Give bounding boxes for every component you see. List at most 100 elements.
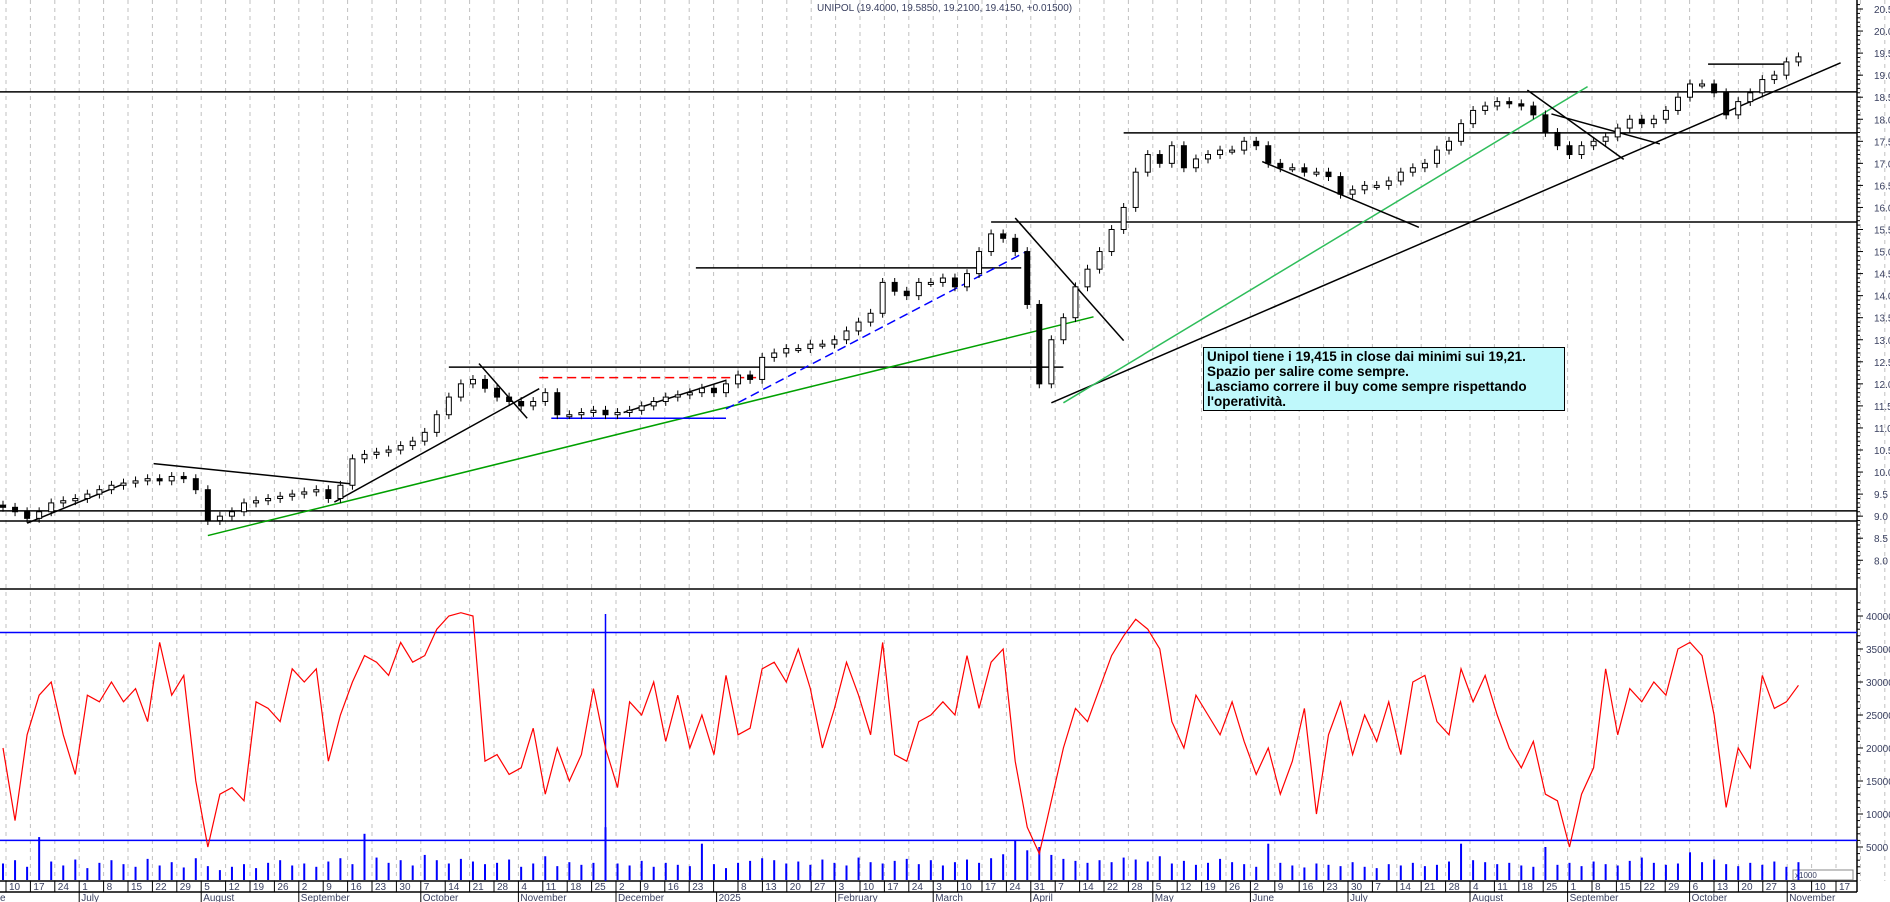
candle-body [903, 290, 910, 297]
week-label: 22 [155, 882, 167, 893]
trendline [1063, 85, 1588, 404]
candle-body [1012, 237, 1019, 253]
candle-body [1144, 154, 1151, 173]
y-tick-label: 20.0 [1874, 27, 1890, 38]
y-tick-label: 20.5 [1874, 5, 1890, 16]
candle-body [1253, 140, 1260, 147]
week-label: 4 [1473, 882, 1479, 893]
candle-body [168, 475, 175, 482]
month-label: e [0, 893, 6, 902]
candle-body [325, 489, 332, 500]
candle-body [1602, 136, 1609, 142]
candle-body [421, 431, 428, 442]
candle-body [1156, 154, 1163, 164]
candle-body [1337, 176, 1344, 195]
week-label: 5 [1156, 882, 1162, 893]
trendline [1014, 217, 1125, 342]
week-label: 14 [1083, 882, 1095, 893]
candle-body [1349, 189, 1356, 195]
candle-body [60, 500, 67, 504]
candle-body [1265, 145, 1272, 164]
week-label: 10 [863, 882, 875, 893]
candle-body [1301, 167, 1308, 173]
week-label: 14 [448, 882, 460, 893]
candle-body [1650, 118, 1657, 125]
candle-body [1542, 114, 1549, 133]
candle-body [1735, 101, 1742, 116]
week-label: 3 [1790, 882, 1796, 893]
candle-body [1506, 101, 1513, 105]
trendline [1526, 89, 1625, 160]
candle-body [566, 414, 573, 418]
week-label: 13 [765, 882, 777, 893]
candle-body [1313, 171, 1320, 175]
osc-y-tick-label: 20000 [1866, 744, 1890, 755]
y-tick-label: 15.5 [1874, 226, 1890, 237]
candle-body [602, 409, 609, 416]
week-label: 8 [741, 882, 747, 893]
candle-body [819, 343, 826, 347]
y-tick-label: 11.5 [1874, 402, 1890, 413]
week-label: 30 [1351, 882, 1363, 893]
candle-body [1470, 109, 1477, 125]
candle-body [686, 392, 693, 396]
month-label: July [81, 893, 99, 902]
week-label: 28 [497, 882, 509, 893]
month-label: April [1033, 893, 1053, 902]
candle-body [1241, 140, 1248, 151]
y-tick-label: 13.5 [1874, 314, 1890, 325]
week-label: 12 [1180, 882, 1192, 893]
candle-body [253, 500, 260, 504]
candle-body [1458, 123, 1465, 142]
month-label: March [935, 893, 963, 902]
candle-body [1518, 103, 1525, 107]
y-tick-label: 8.0 [1874, 556, 1888, 567]
candle-body [397, 445, 404, 451]
candle-body [1626, 118, 1633, 129]
candle-body [144, 478, 151, 482]
week-label: 26 [1229, 882, 1241, 893]
month-label: February [838, 893, 878, 902]
week-label: 10 [9, 882, 21, 893]
candle-body [723, 383, 729, 394]
candle-body [1205, 154, 1211, 160]
candle-body [289, 493, 296, 497]
candle-body [1168, 145, 1175, 164]
y-tick-label: 13.0 [1874, 336, 1890, 347]
candle-body [1421, 162, 1428, 169]
y-tick-label: 17.0 [1874, 159, 1890, 170]
month-label: September [301, 893, 351, 902]
candle-body [1361, 184, 1368, 191]
y-tick-label: 16.5 [1874, 181, 1890, 192]
y-tick-label: 14.5 [1874, 270, 1890, 281]
candle-body [807, 343, 814, 350]
candle-body [1795, 56, 1802, 63]
week-label: 3 [839, 882, 845, 893]
week-label: 25 [595, 882, 607, 893]
trendline [1551, 113, 1661, 145]
week-label: 1 [82, 882, 88, 893]
week-label: 24 [1009, 882, 1021, 893]
candle-body [506, 396, 513, 402]
candle-body [373, 451, 380, 455]
month-label: June [1252, 893, 1274, 902]
candle-body [1289, 167, 1296, 171]
y-tick-label: 10.5 [1874, 446, 1890, 457]
y-tick-label: 19.0 [1874, 71, 1890, 82]
candle-body [650, 400, 657, 407]
candle-body [1277, 162, 1284, 169]
candle-body [457, 383, 464, 398]
week-label: 18 [570, 882, 582, 893]
week-label: 1 [1571, 882, 1577, 893]
osc-y-tick-label: 30000 [1866, 678, 1890, 689]
y-tick-label: 8.5 [1874, 534, 1888, 545]
candle-body [867, 312, 874, 323]
week-label: 8 [107, 882, 113, 893]
osc-y-tick-label: 25000 [1866, 711, 1890, 722]
candle-body [1373, 184, 1380, 188]
candle-body [795, 348, 802, 352]
candle-body [1530, 105, 1537, 116]
candle-body [1325, 171, 1332, 178]
candle-body [1747, 92, 1754, 103]
